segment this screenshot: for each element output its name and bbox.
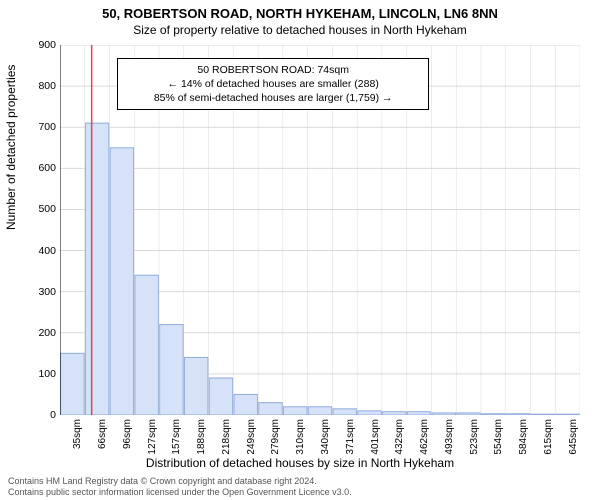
chart-container: 50, ROBERTSON ROAD, NORTH HYKEHAM, LINCO…: [0, 0, 600, 500]
histogram-bar: [457, 413, 481, 415]
footer-attribution: Contains HM Land Registry data © Crown c…: [8, 476, 352, 499]
chart-title: 50, ROBERTSON ROAD, NORTH HYKEHAM, LINCO…: [0, 0, 600, 21]
chart-subtitle: Size of property relative to detached ho…: [0, 23, 600, 37]
x-tick-label: 249sqm: [246, 419, 257, 455]
x-tick-label: 66sqm: [97, 419, 108, 449]
annotation-line: 85% of semi-detached houses are larger (…: [126, 91, 420, 105]
histogram-bar: [531, 414, 555, 415]
histogram-bar: [61, 353, 85, 415]
histogram-bar: [184, 357, 208, 415]
x-tick-label: 615sqm: [543, 419, 554, 455]
y-tick-label: 900: [38, 39, 56, 51]
histogram-bar: [556, 414, 580, 415]
x-tick-label: 310sqm: [295, 419, 306, 455]
x-axis-label: Distribution of detached houses by size …: [0, 456, 600, 470]
x-tick-label: 584sqm: [518, 419, 529, 455]
histogram-bar: [209, 378, 233, 415]
x-tick-label: 645sqm: [568, 419, 579, 455]
y-tick-label: 500: [38, 203, 56, 215]
y-tick-label: 600: [38, 162, 56, 174]
x-tick-label: 218sqm: [221, 419, 232, 455]
histogram-bar: [135, 275, 159, 415]
histogram-bar: [234, 394, 258, 415]
histogram-bar: [358, 411, 382, 415]
y-tick-label: 800: [38, 80, 56, 92]
y-tick-label: 200: [38, 327, 56, 339]
histogram-bar: [432, 413, 456, 415]
x-tick-label: 523sqm: [469, 419, 480, 455]
x-tick-label: 432sqm: [394, 419, 405, 455]
x-tick-label: 157sqm: [171, 419, 182, 455]
histogram-bar: [383, 412, 407, 415]
x-tick-label: 35sqm: [72, 419, 83, 449]
x-tick-label: 127sqm: [147, 419, 158, 455]
histogram-bar: [308, 407, 332, 415]
y-tick-label: 100: [38, 368, 56, 380]
footer-line-2: Contains public sector information licen…: [8, 487, 352, 498]
histogram-bar: [110, 148, 134, 415]
y-tick-label: 300: [38, 286, 56, 298]
y-tick-label: 0: [50, 409, 56, 421]
histogram-bar: [482, 414, 506, 415]
annotation-line: ← 14% of detached houses are smaller (28…: [126, 77, 420, 91]
x-tick-label: 279sqm: [270, 419, 281, 455]
annotation-box: 50 ROBERTSON ROAD: 74sqm← 14% of detache…: [117, 58, 429, 111]
histogram-bar: [160, 325, 184, 415]
histogram-bar: [506, 414, 530, 415]
histogram-bar: [333, 409, 357, 415]
y-axis-label: Number of detached properties: [4, 65, 18, 230]
plot-area: 010020030040050060070080090035sqm66sqm96…: [60, 45, 580, 415]
annotation-line: 50 ROBERTSON ROAD: 74sqm: [126, 63, 420, 77]
x-tick-label: 401sqm: [370, 419, 381, 455]
x-tick-label: 188sqm: [196, 419, 207, 455]
x-tick-label: 371sqm: [345, 419, 356, 455]
histogram-bar: [283, 407, 307, 415]
x-tick-label: 340sqm: [320, 419, 331, 455]
histogram-bar: [407, 412, 431, 415]
x-tick-label: 96sqm: [122, 419, 133, 449]
x-tick-label: 493sqm: [444, 419, 455, 455]
footer-line-1: Contains HM Land Registry data © Crown c…: [8, 476, 352, 487]
y-tick-label: 700: [38, 121, 56, 133]
x-tick-label: 554sqm: [493, 419, 504, 455]
x-tick-label: 462sqm: [419, 419, 430, 455]
y-tick-label: 400: [38, 245, 56, 257]
histogram-bar: [85, 123, 109, 415]
histogram-bar: [259, 403, 283, 415]
